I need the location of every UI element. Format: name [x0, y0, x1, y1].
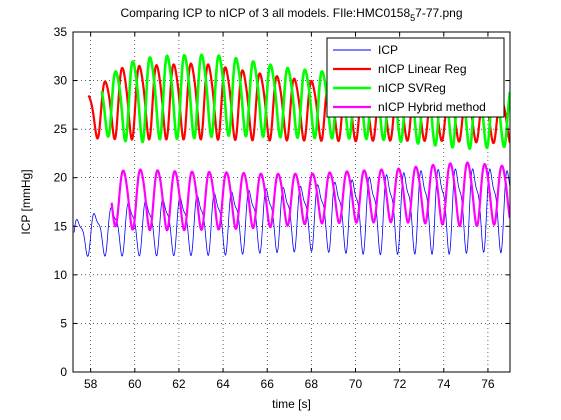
legend-label-icp: ICP — [378, 43, 398, 57]
legend-label-svreg: nICP SVReg — [378, 81, 446, 95]
y-tick-label: 0 — [60, 365, 67, 379]
y-tick-label: 10 — [54, 268, 68, 282]
legend-item-linear-reg: nICP Linear Reg — [333, 62, 467, 76]
x-tick-label: 68 — [305, 377, 319, 391]
legend-label-linear-reg: nICP Linear Reg — [378, 62, 467, 76]
title-main: Comparing ICP to nICP of 3 all models. F… — [120, 6, 410, 20]
y-tick-label: 5 — [60, 316, 67, 330]
x-tick-label: 62 — [172, 377, 186, 391]
series-hybrid — [110, 161, 510, 232]
legend-item-icp: ICP — [333, 43, 398, 57]
chart-title: Comparing ICP to nICP of 3 all models. F… — [120, 6, 462, 23]
series-linear-reg — [87, 62, 510, 145]
y-tick-label: 25 — [54, 122, 68, 136]
x-tick-label: 76 — [481, 377, 495, 391]
ticks: 58 60 62 64 66 68 70 72 74 76 0 5 10 15 20 25 30 35 — [54, 25, 510, 391]
x-axis-label: time [s] — [272, 397, 311, 411]
axes-frame — [72, 31, 511, 373]
legend: ICP nICP Linear Reg nICP SVReg nICP Hybr… — [326, 37, 505, 118]
y-axis-label: ICP [mmHg] — [19, 169, 33, 234]
y-tick-label: 30 — [54, 74, 68, 88]
legend-box — [326, 37, 505, 118]
x-tick-label: 74 — [437, 377, 451, 391]
y-tick-label: 15 — [54, 219, 68, 233]
x-tick-label: 66 — [261, 377, 275, 391]
x-tick-label: 58 — [84, 377, 98, 391]
x-tick-label: 60 — [128, 377, 142, 391]
legend-item-svreg: nICP SVReg — [333, 81, 446, 95]
legend-item-hybrid: nICP Hybrid method — [333, 100, 486, 114]
x-tick-label: 64 — [216, 377, 230, 391]
y-tick-label: 35 — [54, 25, 68, 39]
title-suffix: 7-77.png — [415, 6, 462, 20]
x-tick-label: 72 — [393, 377, 407, 391]
legend-label-hybrid: nICP Hybrid method — [378, 100, 486, 114]
x-tick-label: 70 — [349, 377, 363, 391]
y-tick-label: 20 — [54, 171, 68, 185]
title-subscript: 5 — [410, 13, 415, 23]
